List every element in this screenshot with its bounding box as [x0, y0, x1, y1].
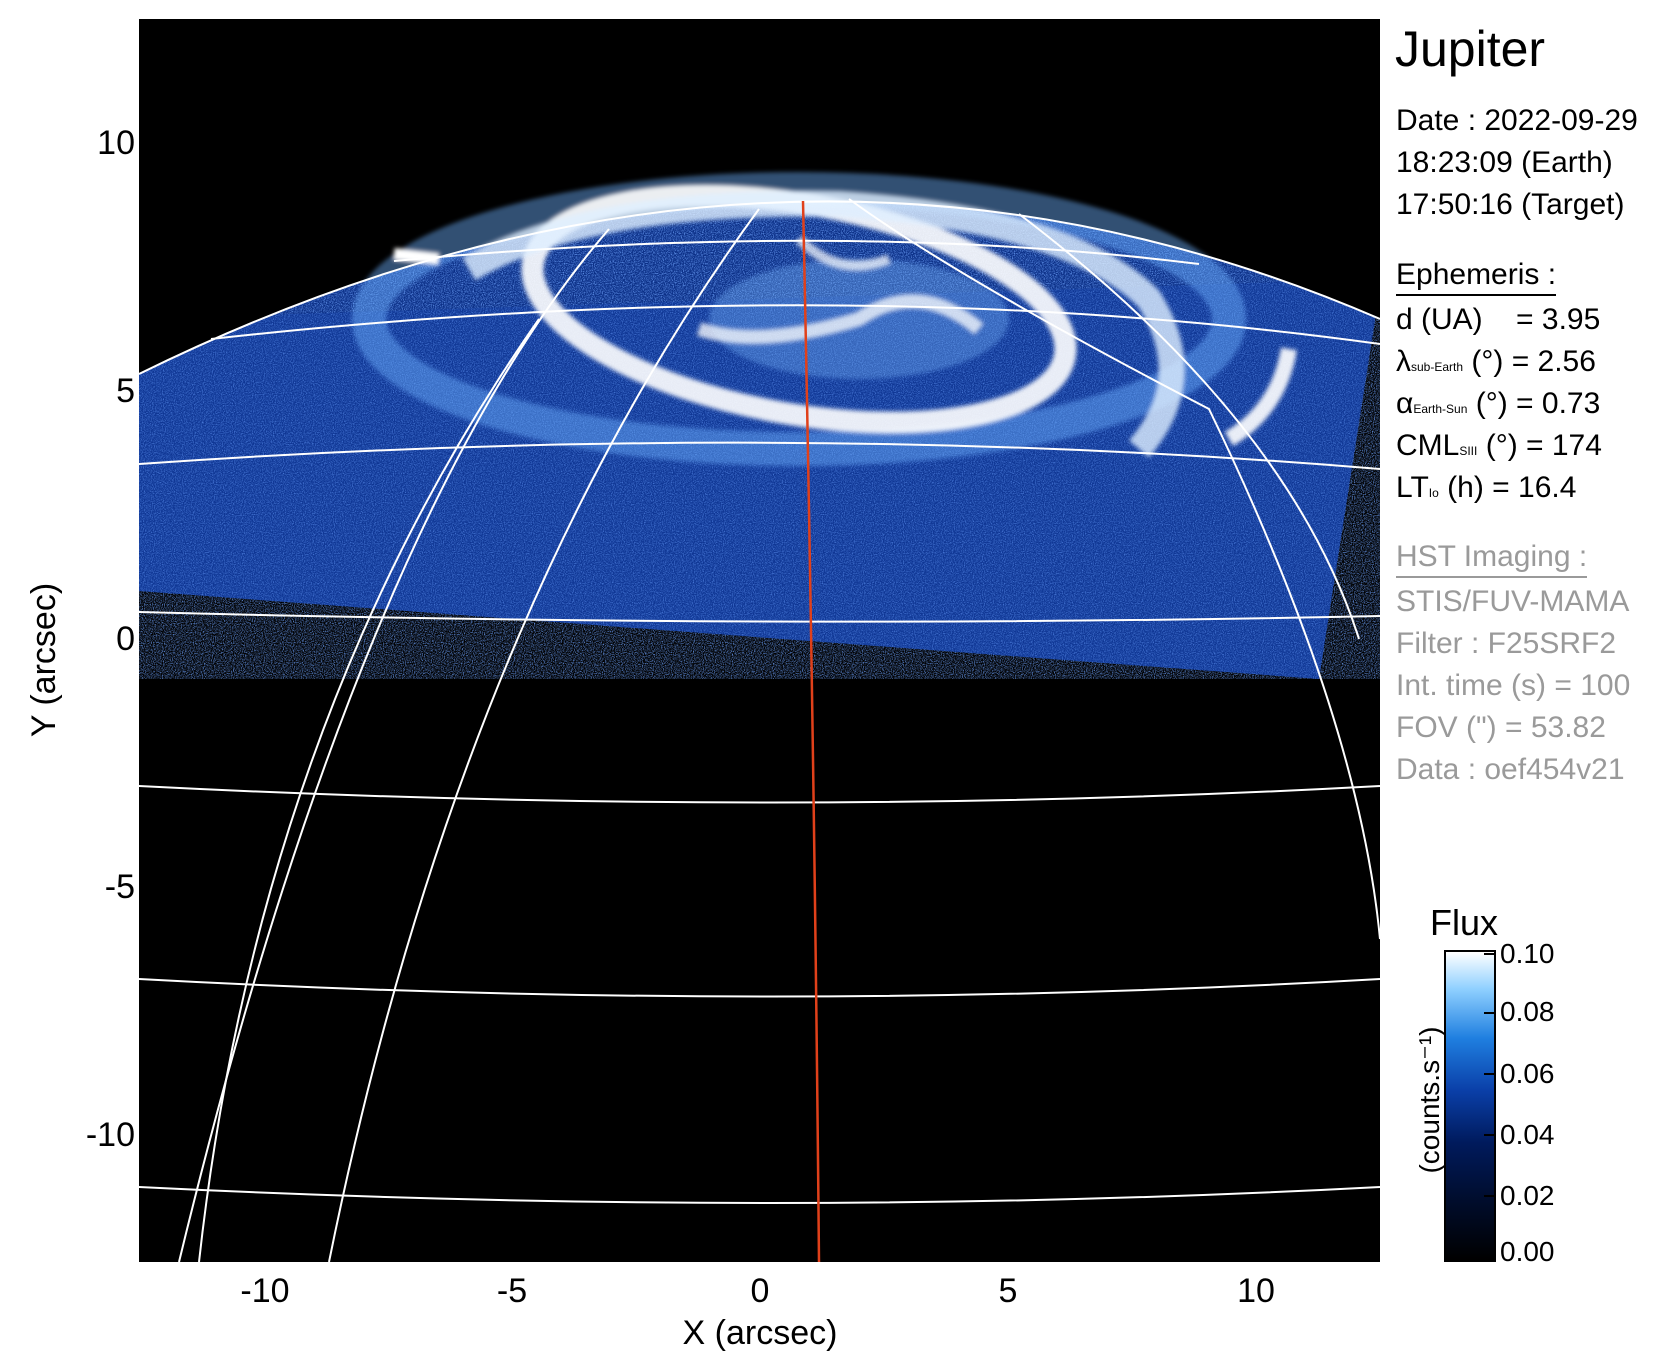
data-id-line: Data : oef454v21	[1396, 753, 1625, 786]
date-line: Date : 2022-09-29	[1396, 104, 1638, 137]
distance-line: d (UA) = 3.95	[1396, 303, 1601, 336]
colorbar-tickmark	[1484, 1073, 1494, 1075]
integration-time-line: Int. time (s) = 100	[1396, 669, 1631, 702]
aurora-svg	[139, 172, 1380, 1262]
auroral-oval	[352, 172, 1297, 466]
phase-angle-line: αEarth-Sun (°) = 0.73	[1396, 387, 1601, 420]
x-tick-minus10: -10	[240, 1272, 290, 1310]
y-tick-minus10: -10	[85, 1116, 135, 1154]
colorbar	[1444, 950, 1496, 1262]
colorbar-tick-0.04: 0.04	[1500, 1119, 1555, 1150]
y-tick-minus5: -5	[104, 868, 135, 906]
x-tick-minus5: -5	[496, 1272, 528, 1310]
x-tick-5: 5	[998, 1272, 1018, 1310]
y-axis-label: Y (arcsec)	[25, 582, 63, 738]
local-time-io-line: LTIo (h) = 16.4	[1396, 471, 1577, 504]
target-title: Jupiter	[1395, 21, 1546, 77]
colorbar-tickmark	[1484, 1134, 1494, 1136]
x-tick-0: 0	[750, 1272, 770, 1310]
instrument-line: STIS/FUV-MAMA	[1396, 585, 1630, 618]
target-time: 17:50:16 (Target)	[1396, 188, 1625, 221]
coordinate-grid	[139, 198, 1380, 1262]
colorbar-unit-label: (counts.s⁻¹)	[1414, 1026, 1445, 1174]
earth-time: 18:23:09 (Earth)	[1396, 146, 1613, 179]
hst-heading: HST Imaging :	[1396, 540, 1588, 578]
colorbar-tickmark	[1484, 953, 1494, 955]
colorbar-tick-0.08: 0.08	[1500, 996, 1555, 1027]
colorbar-tick-0.00: 0.00	[1500, 1236, 1555, 1267]
filter-line: Filter : F25SRF2	[1396, 627, 1617, 660]
sub-earth-latitude-line: λsub-Earth (°) = 2.56	[1396, 345, 1596, 378]
cml-line: CMLSIII (°) = 174	[1396, 429, 1602, 462]
x-axis-label: X (arcsec)	[682, 1314, 838, 1352]
colorbar-title: Flux	[1430, 902, 1499, 943]
y-tick-5: 5	[116, 372, 135, 410]
x-tick-10: 10	[1237, 1272, 1275, 1310]
aurora-image	[139, 19, 1380, 1262]
y-tick-0: 0	[116, 620, 135, 658]
ephemeris-heading: Ephemeris :	[1396, 258, 1557, 296]
colorbar-tick-0.06: 0.06	[1500, 1058, 1555, 1089]
colorbar-tick-0.10: 0.10	[1500, 938, 1555, 969]
fov-line: FOV (") = 53.82	[1396, 711, 1606, 744]
colorbar-tickmark	[1484, 1012, 1494, 1014]
colorbar-tickmark	[1484, 1195, 1494, 1197]
y-tick-10: 10	[97, 124, 135, 162]
colorbar-tick-0.02: 0.02	[1500, 1180, 1555, 1211]
central-meridian	[801, 200, 821, 1262]
